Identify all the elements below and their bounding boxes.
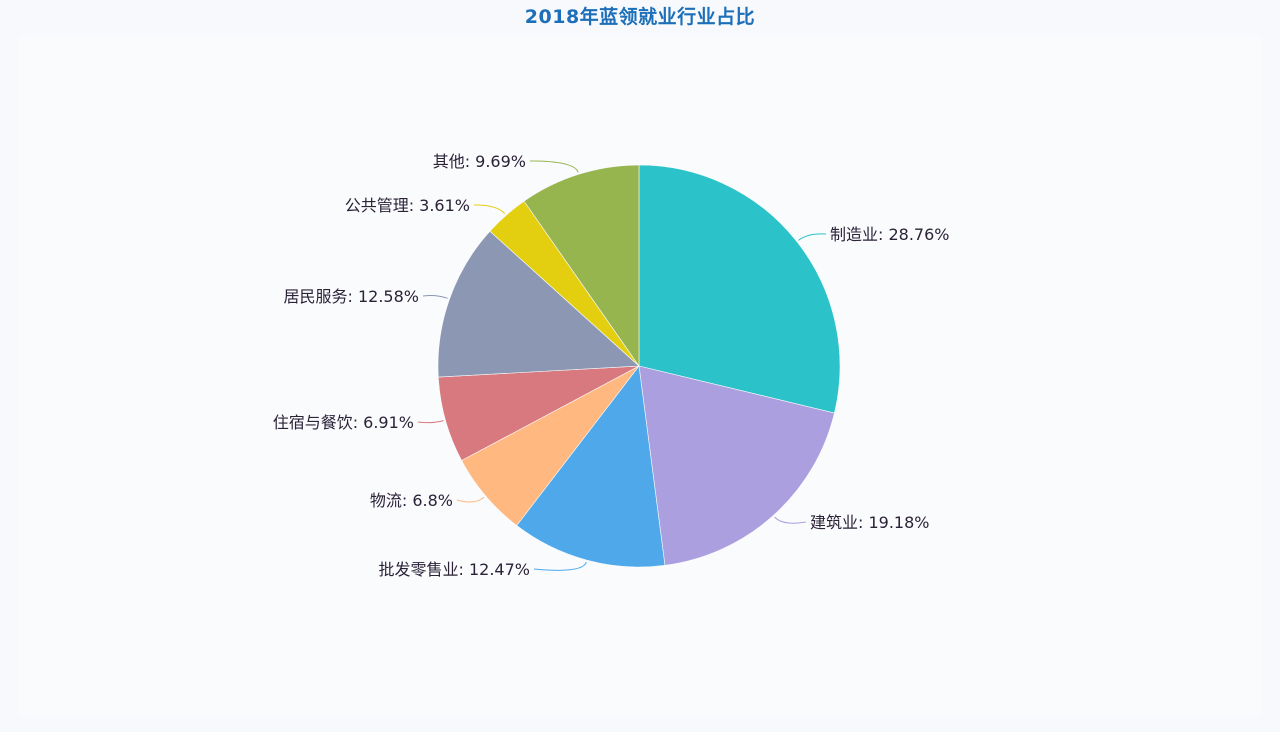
label-construction: 建筑业: 19.18%: [810, 513, 930, 532]
leader-line: [533, 561, 587, 571]
label-resident-services: 居民服务: 12.58%: [284, 287, 420, 306]
label-other: 其他: 9.69%: [433, 152, 526, 171]
label-logistics: 物流: 6.8%: [370, 491, 453, 510]
leader-line: [529, 160, 579, 173]
leader-line: [417, 420, 444, 424]
label-leader-lines: [417, 160, 827, 571]
pie-slice[interactable]: [638, 365, 835, 566]
leader-line: [422, 295, 448, 299]
label-public-admin: 公共管理: 3.61%: [345, 196, 470, 215]
label-manufacturing: 制造业: 28.76%: [830, 225, 950, 244]
chart-title: 2018年蓝领就业行业占比: [524, 6, 756, 28]
pie-slice[interactable]: [437, 230, 640, 378]
pie-slice[interactable]: [523, 164, 640, 367]
label-hospitality: 住宿与餐饮: 6.91%: [273, 413, 414, 432]
label-wholesale-retail: 批发零售业: 12.47%: [379, 560, 531, 579]
leader-line: [456, 496, 485, 503]
leader-line: [798, 233, 827, 241]
leader-line: [473, 204, 506, 215]
pie-slices: [437, 164, 841, 568]
pie-slice[interactable]: [638, 164, 841, 414]
leader-line: [774, 516, 807, 524]
pie-slice[interactable]: [516, 365, 666, 568]
slice-labels: 制造业: 28.76% 建筑业: 19.18% 批发零售业: 12.47% 物流…: [273, 152, 950, 579]
